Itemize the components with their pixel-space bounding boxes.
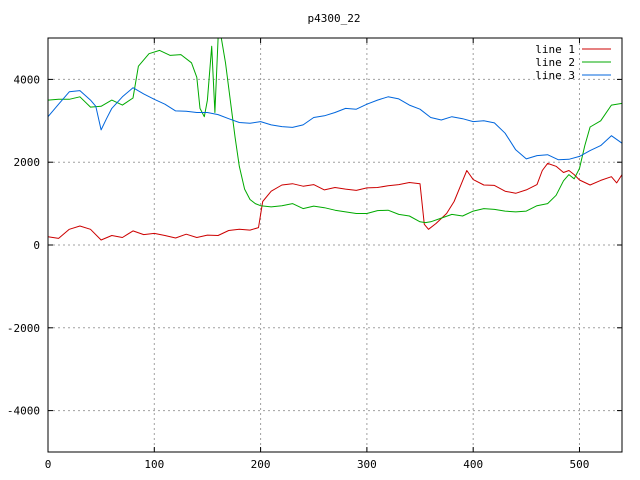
x-tick-label: 200 xyxy=(251,458,271,471)
series-line-3 xyxy=(47,87,623,161)
legend-label-1: line 1 xyxy=(535,43,575,56)
y-tick-label: -2000 xyxy=(7,322,40,335)
y-tick-label: 4000 xyxy=(14,73,41,86)
x-tick-label: 500 xyxy=(570,458,590,471)
x-tick-label: 0 xyxy=(45,458,52,471)
y-tick-label: 0 xyxy=(33,239,40,252)
series-line-2 xyxy=(47,37,623,224)
grid xyxy=(48,38,622,452)
x-tick-label: 300 xyxy=(357,458,377,471)
plot-frame xyxy=(47,37,623,453)
y-tick-label: 2000 xyxy=(14,156,41,169)
x-tick-label: 400 xyxy=(463,458,483,471)
axes: 0 100 200 300 400 500 -4000 -2000 0 2000 4000 xyxy=(7,38,622,471)
series-line-1 xyxy=(47,162,623,241)
y-tick-label: -4000 xyxy=(7,405,40,418)
chart-title: p4300_22 xyxy=(308,12,361,25)
plot-series xyxy=(47,37,623,241)
legend-label-2: line 2 xyxy=(535,56,575,69)
x-tick-label: 100 xyxy=(144,458,164,471)
legend-label-3: line 3 xyxy=(535,69,575,82)
